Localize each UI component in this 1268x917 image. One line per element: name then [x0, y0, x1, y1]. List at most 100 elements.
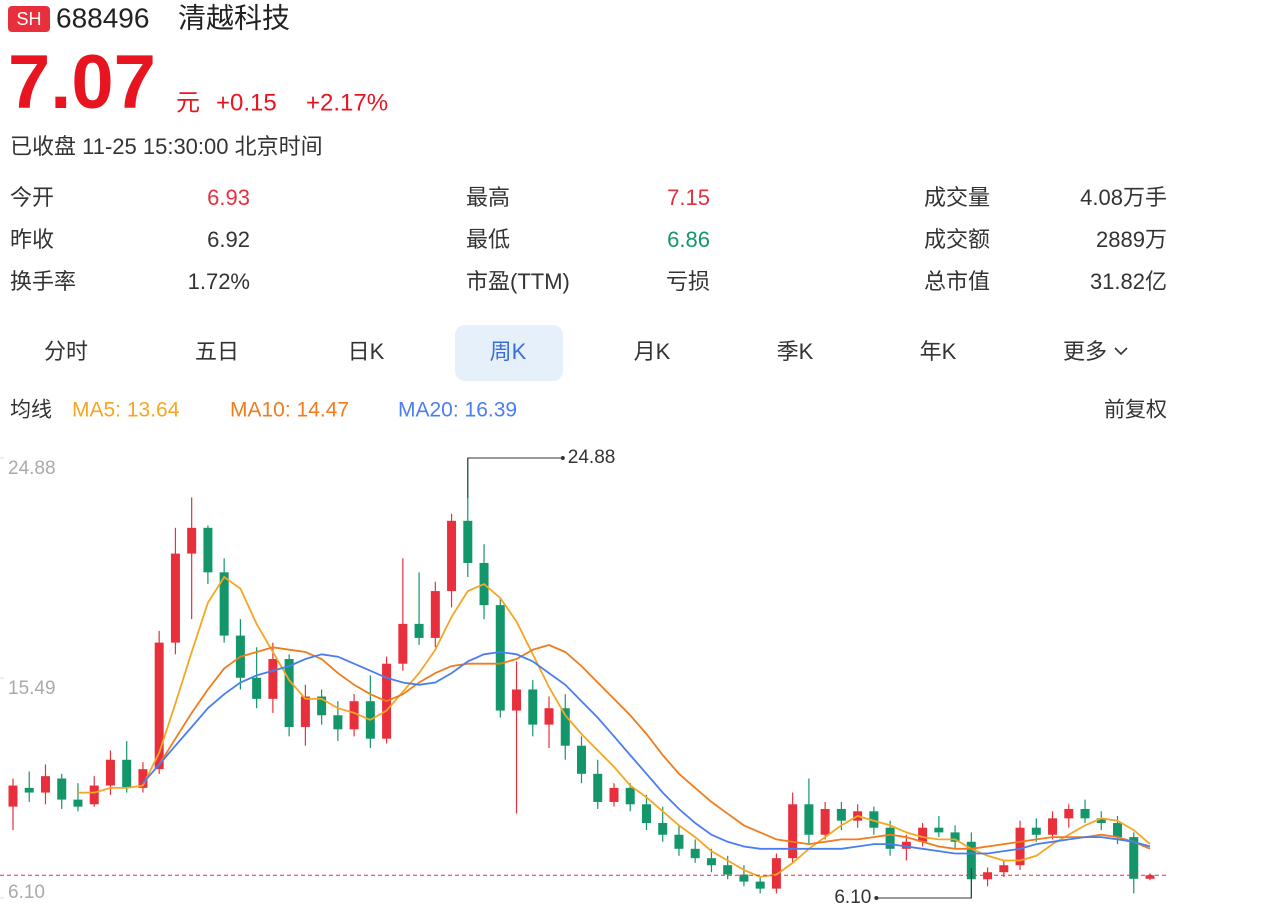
candle-body	[1080, 808, 1090, 819]
candle-body	[885, 827, 895, 849]
candle-body	[934, 827, 944, 833]
candle-body	[1145, 875, 1155, 879]
stat-label: 今开	[10, 185, 54, 210]
candle-body	[268, 659, 278, 699]
candle-body	[560, 708, 570, 746]
max-label: 24.88	[568, 447, 616, 468]
candle-body	[252, 677, 262, 699]
legend-entry: MA5: 13.64	[72, 399, 180, 422]
candle-body	[528, 689, 538, 725]
candle-body	[300, 696, 310, 727]
stat-label: 成交量	[924, 185, 990, 210]
candle-body	[495, 605, 505, 711]
ma-line	[158, 644, 1151, 850]
tab[interactable]: 日K	[348, 339, 385, 364]
exchange: SH	[16, 9, 41, 29]
candle-body	[869, 811, 879, 828]
stat-label: 最高	[466, 185, 510, 210]
candle-body	[706, 858, 716, 866]
candle-body	[349, 701, 359, 730]
tab[interactable]: 季K	[777, 339, 814, 364]
stat-value: 4.08万手	[1080, 185, 1167, 210]
candle-body	[1015, 827, 1025, 866]
candle-body	[641, 804, 651, 824]
tab[interactable]: 周K	[490, 339, 527, 364]
adjust-toggle[interactable]: 前复权	[1104, 399, 1167, 422]
min-dot	[874, 896, 879, 900]
stat-label: 昨收	[10, 227, 54, 252]
currency: 元	[176, 89, 200, 116]
max-dot	[560, 456, 565, 460]
candle-body	[1129, 837, 1139, 879]
stat-label: 最低	[466, 227, 510, 252]
change: +0.15	[216, 89, 277, 116]
candle-body	[804, 804, 814, 835]
candle-body	[966, 841, 976, 880]
ma-title: 均线	[10, 399, 52, 422]
candle-body	[625, 787, 635, 805]
candle-body	[788, 804, 798, 859]
candle-body	[398, 623, 408, 664]
tab[interactable]: 年K	[920, 339, 957, 364]
price: 7.07	[8, 40, 156, 125]
candle-body	[317, 696, 327, 716]
candle-body	[901, 841, 911, 849]
tab[interactable]: 五日	[195, 339, 239, 364]
stat-value: 31.82亿	[1090, 269, 1167, 294]
candle-body	[122, 759, 132, 788]
candle-body	[170, 553, 180, 643]
stat-value: 2889万	[1096, 227, 1167, 252]
candle-body	[154, 642, 164, 770]
candle-body	[138, 769, 148, 788]
candle-body	[918, 827, 928, 842]
candle-body	[333, 715, 343, 730]
stock-code: 688496	[56, 2, 149, 33]
candle-body	[512, 689, 522, 711]
candle-body	[24, 787, 34, 793]
ma-line	[78, 575, 1151, 878]
active-tab-bg	[455, 325, 563, 381]
candle-body	[187, 527, 197, 554]
candle-body	[105, 759, 115, 786]
candle-body	[690, 848, 700, 859]
candle-body	[723, 865, 733, 875]
tab[interactable]: 月K	[634, 339, 671, 364]
candle-body	[414, 623, 424, 638]
exchange-badge	[8, 6, 50, 32]
tab[interactable]: 分时	[44, 339, 88, 364]
candle-body	[609, 787, 619, 802]
candle-body	[820, 808, 830, 835]
candle-body	[40, 776, 50, 793]
stat-label: 换手率	[10, 269, 76, 294]
y-tick-label: 24.88	[8, 458, 56, 479]
legend-entry: MA10: 14.47	[230, 399, 349, 422]
candle-body	[8, 785, 18, 807]
candle-body	[577, 745, 586, 774]
ma-line	[142, 651, 1151, 855]
stat-value: 7.15	[667, 185, 710, 210]
candle-body	[57, 778, 67, 800]
tab[interactable]: 更多	[1063, 339, 1107, 364]
candle-body	[89, 785, 99, 805]
candle-body	[999, 865, 1009, 873]
y-tick-label: 6.10	[8, 882, 45, 903]
stock-name: 清越科技	[178, 2, 290, 33]
candle-body	[674, 834, 684, 849]
candle-body	[1096, 818, 1106, 824]
stat-label: 总市值	[924, 269, 990, 294]
min-pointer	[876, 868, 972, 899]
candle-body	[658, 823, 668, 835]
candle-body	[73, 799, 83, 807]
candle-body	[950, 832, 960, 842]
candle-body	[1064, 808, 1074, 819]
candle-body	[447, 520, 457, 592]
max-pointer	[467, 457, 563, 498]
candle-body	[219, 572, 229, 636]
stat-value: 6.93	[207, 185, 250, 210]
candle-body	[755, 881, 765, 889]
stat-label: 成交额	[924, 227, 990, 252]
candle-body	[203, 527, 213, 573]
candle-body	[836, 808, 846, 821]
